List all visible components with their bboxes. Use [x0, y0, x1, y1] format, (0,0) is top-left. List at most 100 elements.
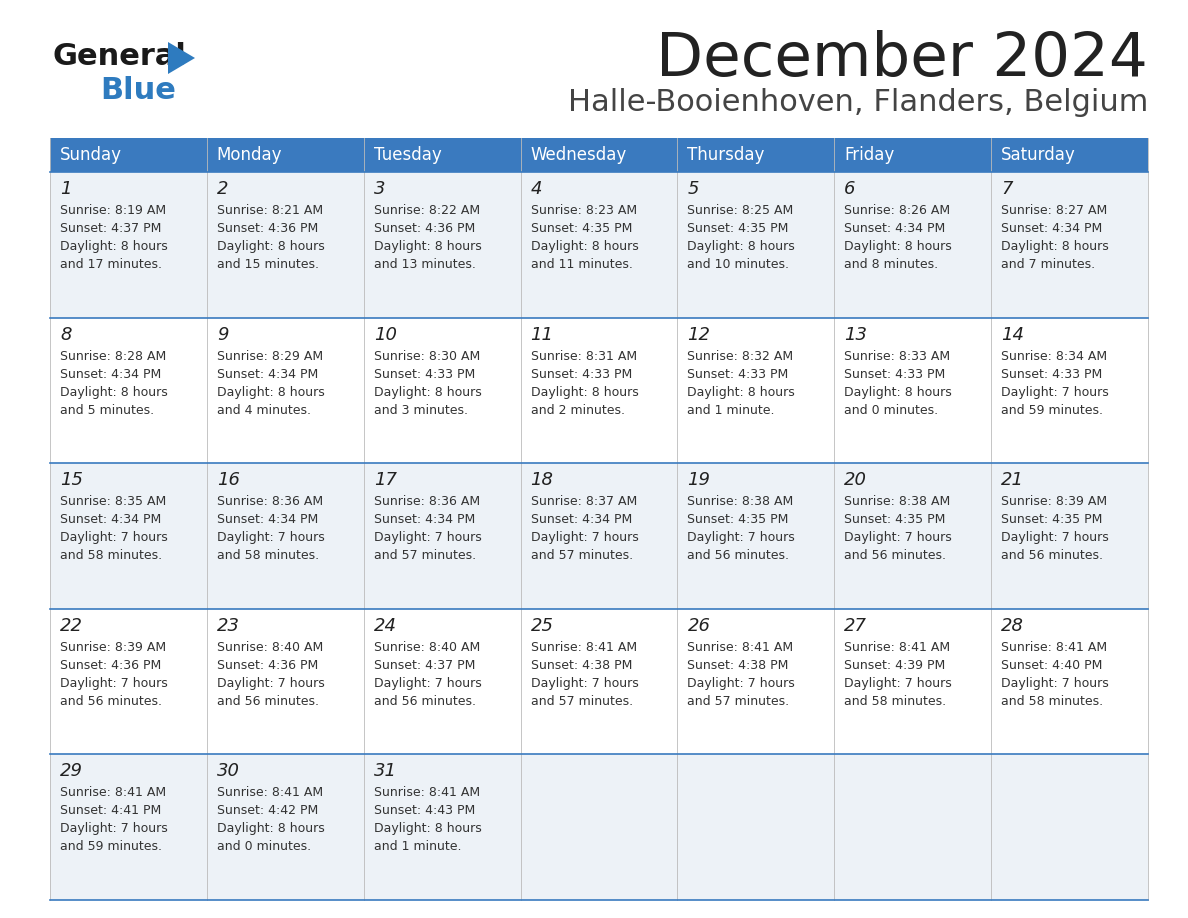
Text: Tuesday: Tuesday	[374, 146, 442, 164]
Text: Daylight: 7 hours: Daylight: 7 hours	[374, 677, 481, 689]
Text: Daylight: 7 hours: Daylight: 7 hours	[374, 532, 481, 544]
Text: 9: 9	[217, 326, 228, 343]
Text: Daylight: 7 hours: Daylight: 7 hours	[531, 532, 638, 544]
Text: Sunset: 4:36 PM: Sunset: 4:36 PM	[217, 659, 318, 672]
Text: Daylight: 7 hours: Daylight: 7 hours	[688, 677, 795, 689]
Text: Daylight: 8 hours: Daylight: 8 hours	[845, 240, 952, 253]
Bar	[50, 172, 1148, 318]
Text: Sunset: 4:35 PM: Sunset: 4:35 PM	[531, 222, 632, 235]
Text: December 2024: December 2024	[656, 30, 1148, 89]
Text: and 59 minutes.: and 59 minutes.	[1001, 404, 1104, 417]
Text: 13: 13	[845, 326, 867, 343]
Text: Sunrise: 8:38 AM: Sunrise: 8:38 AM	[845, 495, 950, 509]
Bar	[520, 138, 677, 172]
Text: 7: 7	[1001, 180, 1012, 198]
Text: Sunset: 4:36 PM: Sunset: 4:36 PM	[374, 222, 475, 235]
Text: and 57 minutes.: and 57 minutes.	[374, 549, 476, 562]
Bar	[50, 318, 1148, 464]
Text: 12: 12	[688, 326, 710, 343]
Text: Sunrise: 8:26 AM: Sunrise: 8:26 AM	[845, 204, 950, 217]
Text: 29: 29	[61, 763, 83, 780]
Text: Sunset: 4:39 PM: Sunset: 4:39 PM	[845, 659, 946, 672]
Text: and 56 minutes.: and 56 minutes.	[845, 549, 947, 562]
Text: Daylight: 7 hours: Daylight: 7 hours	[61, 677, 168, 689]
Text: Sunrise: 8:39 AM: Sunrise: 8:39 AM	[1001, 495, 1107, 509]
Text: Sunrise: 8:37 AM: Sunrise: 8:37 AM	[531, 495, 637, 509]
Text: Sunset: 4:33 PM: Sunset: 4:33 PM	[845, 367, 946, 381]
Bar	[50, 609, 1148, 755]
Text: 27: 27	[845, 617, 867, 635]
Text: and 1 minute.: and 1 minute.	[688, 404, 775, 417]
Text: Sunrise: 8:32 AM: Sunrise: 8:32 AM	[688, 350, 794, 363]
Text: Sunset: 4:34 PM: Sunset: 4:34 PM	[217, 367, 318, 381]
Text: and 56 minutes.: and 56 minutes.	[374, 695, 475, 708]
Text: Sunrise: 8:21 AM: Sunrise: 8:21 AM	[217, 204, 323, 217]
Text: 21: 21	[1001, 471, 1024, 489]
Polygon shape	[168, 42, 195, 74]
Text: Sunrise: 8:35 AM: Sunrise: 8:35 AM	[61, 495, 166, 509]
Text: and 5 minutes.: and 5 minutes.	[61, 404, 154, 417]
Text: Saturday: Saturday	[1001, 146, 1076, 164]
Text: 16: 16	[217, 471, 240, 489]
Text: Sunrise: 8:34 AM: Sunrise: 8:34 AM	[1001, 350, 1107, 363]
Text: Thursday: Thursday	[688, 146, 765, 164]
Text: Sunrise: 8:41 AM: Sunrise: 8:41 AM	[374, 787, 480, 800]
Text: Blue: Blue	[100, 76, 176, 105]
Text: 4: 4	[531, 180, 542, 198]
Text: Sunrise: 8:19 AM: Sunrise: 8:19 AM	[61, 204, 166, 217]
Text: and 2 minutes.: and 2 minutes.	[531, 404, 625, 417]
Text: Daylight: 8 hours: Daylight: 8 hours	[374, 823, 481, 835]
Text: 6: 6	[845, 180, 855, 198]
Text: Sunset: 4:41 PM: Sunset: 4:41 PM	[61, 804, 162, 817]
Text: Sunset: 4:36 PM: Sunset: 4:36 PM	[217, 222, 318, 235]
Text: Sunset: 4:35 PM: Sunset: 4:35 PM	[845, 513, 946, 526]
Text: Sunrise: 8:40 AM: Sunrise: 8:40 AM	[217, 641, 323, 654]
Text: and 56 minutes.: and 56 minutes.	[217, 695, 318, 708]
Text: Sunset: 4:38 PM: Sunset: 4:38 PM	[688, 659, 789, 672]
Text: and 0 minutes.: and 0 minutes.	[845, 404, 939, 417]
Text: Sunset: 4:37 PM: Sunset: 4:37 PM	[374, 659, 475, 672]
Text: Daylight: 7 hours: Daylight: 7 hours	[1001, 677, 1108, 689]
Text: Sunrise: 8:38 AM: Sunrise: 8:38 AM	[688, 495, 794, 509]
Text: Daylight: 7 hours: Daylight: 7 hours	[1001, 386, 1108, 398]
Text: and 58 minutes.: and 58 minutes.	[1001, 695, 1104, 708]
Text: Halle-Booienhoven, Flanders, Belgium: Halle-Booienhoven, Flanders, Belgium	[568, 88, 1148, 117]
Text: Monday: Monday	[217, 146, 283, 164]
Text: Daylight: 7 hours: Daylight: 7 hours	[217, 532, 324, 544]
Text: Sunrise: 8:27 AM: Sunrise: 8:27 AM	[1001, 204, 1107, 217]
Text: and 56 minutes.: and 56 minutes.	[61, 695, 162, 708]
Text: Sunday: Sunday	[61, 146, 122, 164]
Text: Sunrise: 8:41 AM: Sunrise: 8:41 AM	[688, 641, 794, 654]
Text: Sunset: 4:33 PM: Sunset: 4:33 PM	[531, 367, 632, 381]
Text: and 15 minutes.: and 15 minutes.	[217, 258, 318, 271]
Text: Sunrise: 8:23 AM: Sunrise: 8:23 AM	[531, 204, 637, 217]
Text: 15: 15	[61, 471, 83, 489]
Text: Daylight: 8 hours: Daylight: 8 hours	[845, 386, 952, 398]
Text: and 58 minutes.: and 58 minutes.	[217, 549, 320, 562]
Text: and 56 minutes.: and 56 minutes.	[688, 549, 790, 562]
Text: Daylight: 7 hours: Daylight: 7 hours	[61, 532, 168, 544]
Text: Sunrise: 8:39 AM: Sunrise: 8:39 AM	[61, 641, 166, 654]
Text: 30: 30	[217, 763, 240, 780]
Text: Daylight: 8 hours: Daylight: 8 hours	[374, 386, 481, 398]
Text: and 11 minutes.: and 11 minutes.	[531, 258, 632, 271]
Text: Sunrise: 8:36 AM: Sunrise: 8:36 AM	[374, 495, 480, 509]
Text: 24: 24	[374, 617, 397, 635]
Text: Daylight: 8 hours: Daylight: 8 hours	[61, 240, 168, 253]
Text: Sunrise: 8:41 AM: Sunrise: 8:41 AM	[845, 641, 950, 654]
Text: and 58 minutes.: and 58 minutes.	[845, 695, 947, 708]
Text: and 56 minutes.: and 56 minutes.	[1001, 549, 1104, 562]
Text: Daylight: 8 hours: Daylight: 8 hours	[217, 386, 324, 398]
Text: Daylight: 7 hours: Daylight: 7 hours	[61, 823, 168, 835]
Text: 31: 31	[374, 763, 397, 780]
Text: Daylight: 7 hours: Daylight: 7 hours	[531, 677, 638, 689]
Text: 5: 5	[688, 180, 699, 198]
Text: Sunset: 4:42 PM: Sunset: 4:42 PM	[217, 804, 318, 817]
Text: 28: 28	[1001, 617, 1024, 635]
Text: Daylight: 8 hours: Daylight: 8 hours	[61, 386, 168, 398]
Text: Sunset: 4:34 PM: Sunset: 4:34 PM	[61, 367, 162, 381]
Bar	[364, 138, 520, 172]
Text: Daylight: 8 hours: Daylight: 8 hours	[531, 386, 638, 398]
Text: 3: 3	[374, 180, 385, 198]
Text: and 57 minutes.: and 57 minutes.	[531, 695, 633, 708]
